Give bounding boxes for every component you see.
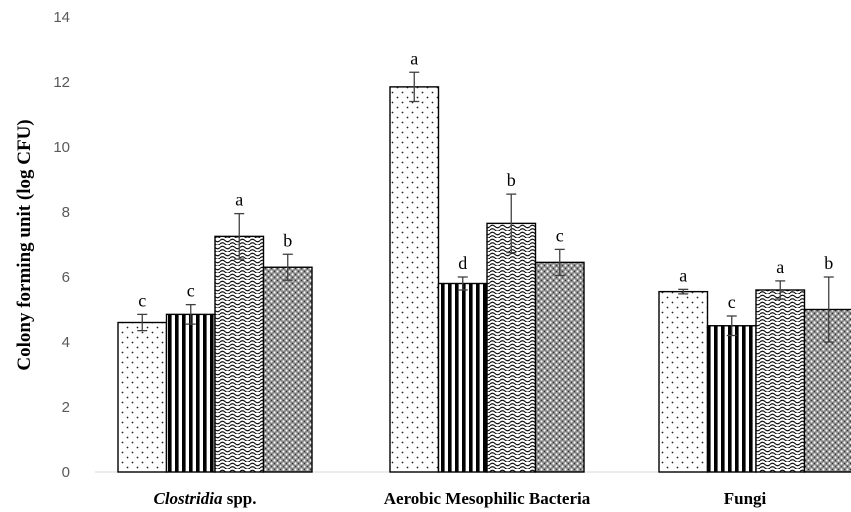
bar [117, 321, 168, 473]
bar [214, 235, 265, 473]
significance-letter: a [679, 265, 687, 285]
x-category-label: Clostridia spp. [154, 489, 257, 508]
bar [165, 313, 216, 473]
significance-letter: c [728, 292, 736, 312]
bar [486, 222, 537, 473]
y-tick-label: 14 [53, 9, 70, 26]
y-tick-label: 0 [62, 464, 70, 481]
y-tick-label: 4 [62, 334, 70, 351]
bar [706, 325, 757, 473]
significance-letter: c [187, 281, 195, 301]
y-axis-ticks: 0 2 4 6 8 10 12 14 [53, 9, 70, 481]
significance-letter: c [138, 290, 146, 310]
y-tick-label: 2 [62, 399, 70, 416]
bar [755, 289, 806, 473]
significance-letter: b [507, 170, 516, 190]
bar [658, 290, 709, 473]
bar [262, 266, 313, 473]
y-tick-label: 8 [62, 204, 70, 221]
category-labels: Clostridia spp. Aerobic Mesophilic Bacter… [154, 489, 767, 508]
y-tick-label: 10 [53, 139, 70, 156]
significance-letter: d [458, 253, 467, 273]
y-tick-label: 12 [53, 74, 70, 91]
significance-letter: c [556, 225, 564, 245]
bar [389, 86, 440, 473]
y-tick-label: 6 [62, 269, 70, 286]
x-category-label: Aerobic Mesophilic Bacteria [384, 489, 591, 508]
significance-letter: a [776, 257, 784, 277]
bars: c a a c d c a b a b c b [117, 48, 851, 473]
bar [803, 308, 851, 473]
significance-letter: a [410, 48, 418, 68]
bar [437, 282, 488, 473]
x-category-label: Fungi [724, 489, 767, 508]
significance-letter: a [235, 190, 243, 210]
significance-letter: b [824, 253, 833, 273]
y-axis-title: Colony forming unit (log CFU) [14, 119, 35, 370]
significance-letter: b [283, 230, 292, 250]
bar [534, 261, 585, 473]
